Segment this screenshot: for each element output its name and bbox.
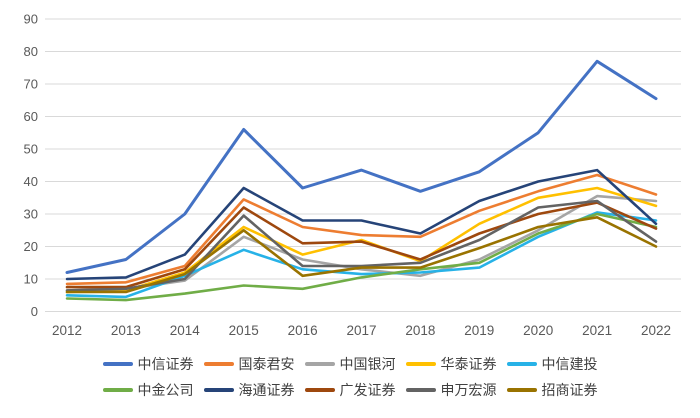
legend-swatch <box>203 362 234 366</box>
legend-label: 华泰证券 <box>440 356 497 372</box>
legend-label: 中国银河 <box>339 356 396 372</box>
series-line-5 <box>65 212 658 302</box>
x-axis-tick-label: 2012 <box>52 323 82 338</box>
y-axis-tick-label: 20 <box>24 239 38 254</box>
x-axis-tick-label: 2016 <box>288 323 318 338</box>
legend-swatch <box>102 388 133 392</box>
legend-label: 广发证券 <box>339 382 396 398</box>
legend-item-4: 中信建投 <box>506 353 598 375</box>
legend-item-5: 中金公司 <box>102 379 194 401</box>
y-axis-tick-label: 60 <box>24 109 38 124</box>
legend-swatch <box>405 362 436 366</box>
x-axis-tick-label: 2013 <box>111 323 141 338</box>
y-axis-tick-label: 10 <box>24 272 38 287</box>
legend-label: 海通证券 <box>238 382 295 398</box>
x-axis-tick-label: 2021 <box>582 323 612 338</box>
x-axis-tick-label: 2018 <box>405 323 435 338</box>
legend-swatch <box>506 388 537 392</box>
legend-swatch <box>102 362 133 366</box>
legend-label: 国泰君安 <box>238 356 295 372</box>
series-line-3 <box>65 186 658 294</box>
y-axis-tick-label: 90 <box>24 12 38 27</box>
x-axis-tick-label: 2020 <box>523 323 553 338</box>
y-axis-tick-label: 40 <box>24 174 38 189</box>
legend-item-1: 国泰君安 <box>203 353 295 375</box>
legend-label: 中信证券 <box>137 356 194 372</box>
legend-item-6: 海通证券 <box>203 379 295 401</box>
x-axis-tick-label: 2015 <box>229 323 259 338</box>
legend-swatch <box>506 362 537 366</box>
series-line-8 <box>65 199 658 292</box>
series-line-6 <box>65 168 658 281</box>
legend-item-2: 中国银河 <box>304 353 396 375</box>
legend-swatch <box>203 388 234 392</box>
series-line-9 <box>65 216 658 294</box>
y-axis-tick-label: 70 <box>24 77 38 92</box>
legend-label: 招商证券 <box>541 382 598 398</box>
x-axis-tick-label: 2019 <box>464 323 494 338</box>
legend-item-7: 广发证券 <box>304 379 396 401</box>
legend-item-0: 中信证券 <box>102 353 194 375</box>
y-axis-tick-label: 0 <box>31 304 38 319</box>
chart-legend: 中信证券 国泰君安 中国银河 华泰证券 中信建投中金公司 海通证券 广发证券 申万宏源 招商证券 <box>0 353 700 401</box>
legend-label: 中金公司 <box>137 382 194 398</box>
x-axis-tick-label: 2014 <box>170 323 201 338</box>
legend-row: 中金公司 海通证券 广发证券 申万宏源 招商证券 <box>102 379 598 401</box>
legend-item-3: 华泰证券 <box>405 353 497 375</box>
y-axis-tick-label: 80 <box>24 44 38 59</box>
legend-item-8: 申万宏源 <box>405 379 497 401</box>
series-line-7 <box>65 201 658 289</box>
y-axis-tick-label: 30 <box>24 207 38 222</box>
x-axis-tick-label: 2022 <box>641 323 671 338</box>
legend-row: 中信证券 国泰君安 中国银河 华泰证券 中信建投 <box>102 353 598 375</box>
legend-item-9: 招商证券 <box>506 379 598 401</box>
legend-swatch <box>405 388 436 392</box>
series-line-1 <box>65 173 658 286</box>
legend-swatch <box>304 362 335 366</box>
legend-label: 中信建投 <box>541 356 598 372</box>
legend-swatch <box>304 388 335 392</box>
x-axis-tick-label: 2017 <box>346 323 376 338</box>
legend-label: 申万宏源 <box>440 382 497 398</box>
y-axis-tick-label: 50 <box>24 142 38 157</box>
series-line-0 <box>65 59 658 274</box>
